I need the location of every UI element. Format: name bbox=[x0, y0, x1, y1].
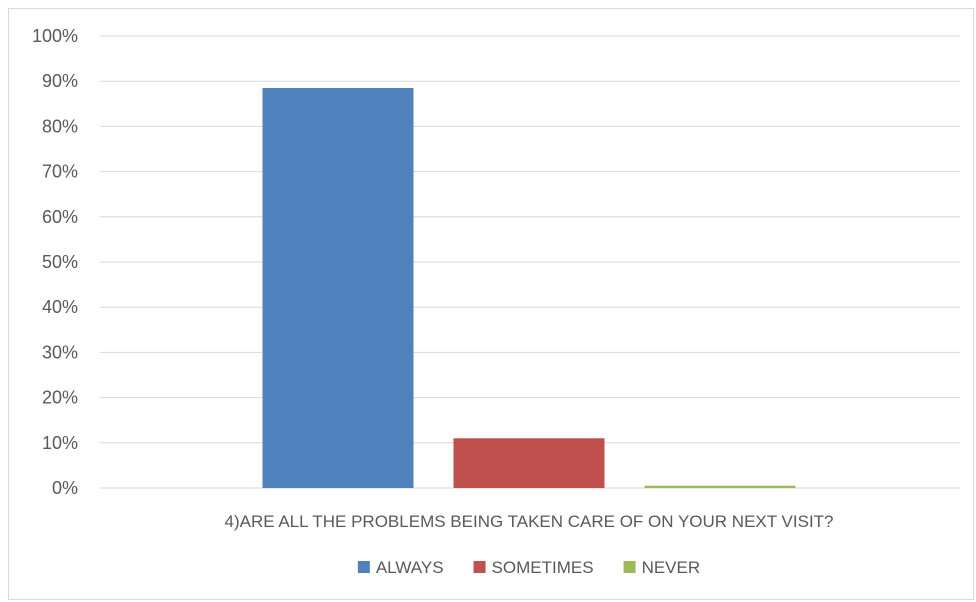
y-tick-label: 50% bbox=[42, 252, 78, 272]
legend-label-sometimes: SOMETIMES bbox=[492, 558, 594, 577]
y-tick-label: 30% bbox=[42, 342, 78, 362]
bars bbox=[262, 87, 796, 488]
legend-swatch-never bbox=[623, 561, 636, 573]
y-tick-label: 80% bbox=[42, 116, 78, 136]
legend-swatch-sometimes bbox=[473, 561, 486, 573]
legend-swatch-always bbox=[357, 561, 370, 573]
y-tick-label: 20% bbox=[42, 388, 78, 408]
y-tick-label: 40% bbox=[42, 297, 78, 317]
y-tick-label: 90% bbox=[42, 71, 78, 91]
y-tick-label: 0% bbox=[52, 478, 78, 498]
y-tick-label: 10% bbox=[42, 433, 78, 453]
y-tick-label: 60% bbox=[42, 207, 78, 227]
chart-frame bbox=[8, 8, 974, 600]
y-tick-label: 100% bbox=[32, 26, 78, 46]
legend-label-never: NEVER bbox=[642, 558, 701, 577]
bar-sometimes bbox=[453, 438, 605, 488]
bar-never bbox=[644, 485, 796, 488]
legend: ALWAYS SOMETIMES NEVER bbox=[357, 558, 701, 577]
legend-label-always: ALWAYS bbox=[376, 558, 444, 577]
gridlines bbox=[100, 35, 960, 489]
bar-always bbox=[262, 87, 414, 488]
y-tick-label: 70% bbox=[42, 162, 78, 182]
y-axis-tick-labels: 0% 10% 20% 30% 40% 50% 60% 70% 80% 90% 100% bbox=[32, 26, 78, 498]
category-label: 4)ARE ALL THE PROBLEMS BEING TAKEN CARE … bbox=[224, 512, 833, 531]
